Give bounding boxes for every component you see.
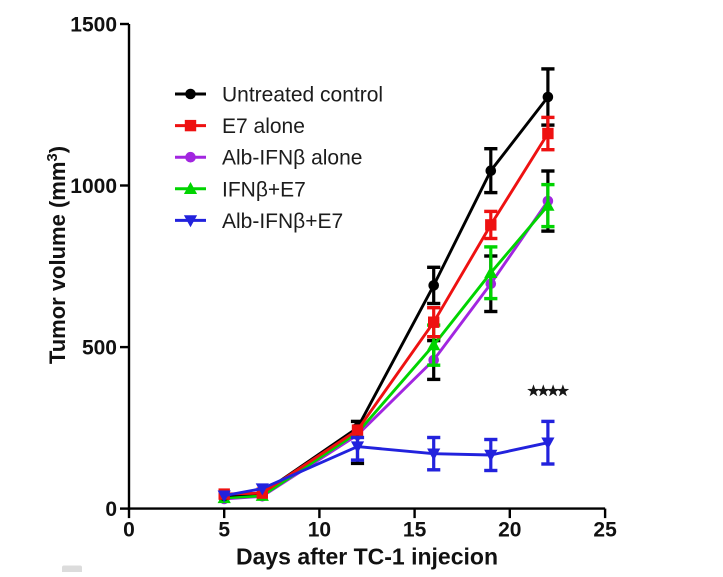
- svg-text:0: 0: [105, 498, 117, 521]
- svg-text:Days after TC-1 injecion: Days after TC-1 injecion: [236, 544, 498, 570]
- svg-text:1000: 1000: [70, 175, 117, 198]
- svg-text:Tumor volume (mm3): Tumor volume (mm3): [44, 146, 70, 364]
- svg-text:5: 5: [218, 519, 230, 542]
- svg-text:500: 500: [82, 336, 117, 359]
- svg-text:E7 alone: E7 alone: [222, 115, 305, 138]
- svg-text:15: 15: [403, 519, 427, 542]
- svg-text:Alb-IFNβ alone: Alb-IFNβ alone: [222, 147, 362, 170]
- svg-text:0: 0: [123, 519, 135, 542]
- svg-text:25: 25: [593, 519, 617, 542]
- svg-text:1500: 1500: [70, 13, 117, 36]
- svg-text:IFNβ+E7: IFNβ+E7: [222, 178, 306, 201]
- svg-text:20: 20: [498, 519, 521, 542]
- svg-text:10: 10: [308, 519, 331, 542]
- svg-text:Alb-IFNβ+E7: Alb-IFNβ+E7: [222, 210, 343, 233]
- svg-text:Untreated control: Untreated control: [222, 84, 383, 107]
